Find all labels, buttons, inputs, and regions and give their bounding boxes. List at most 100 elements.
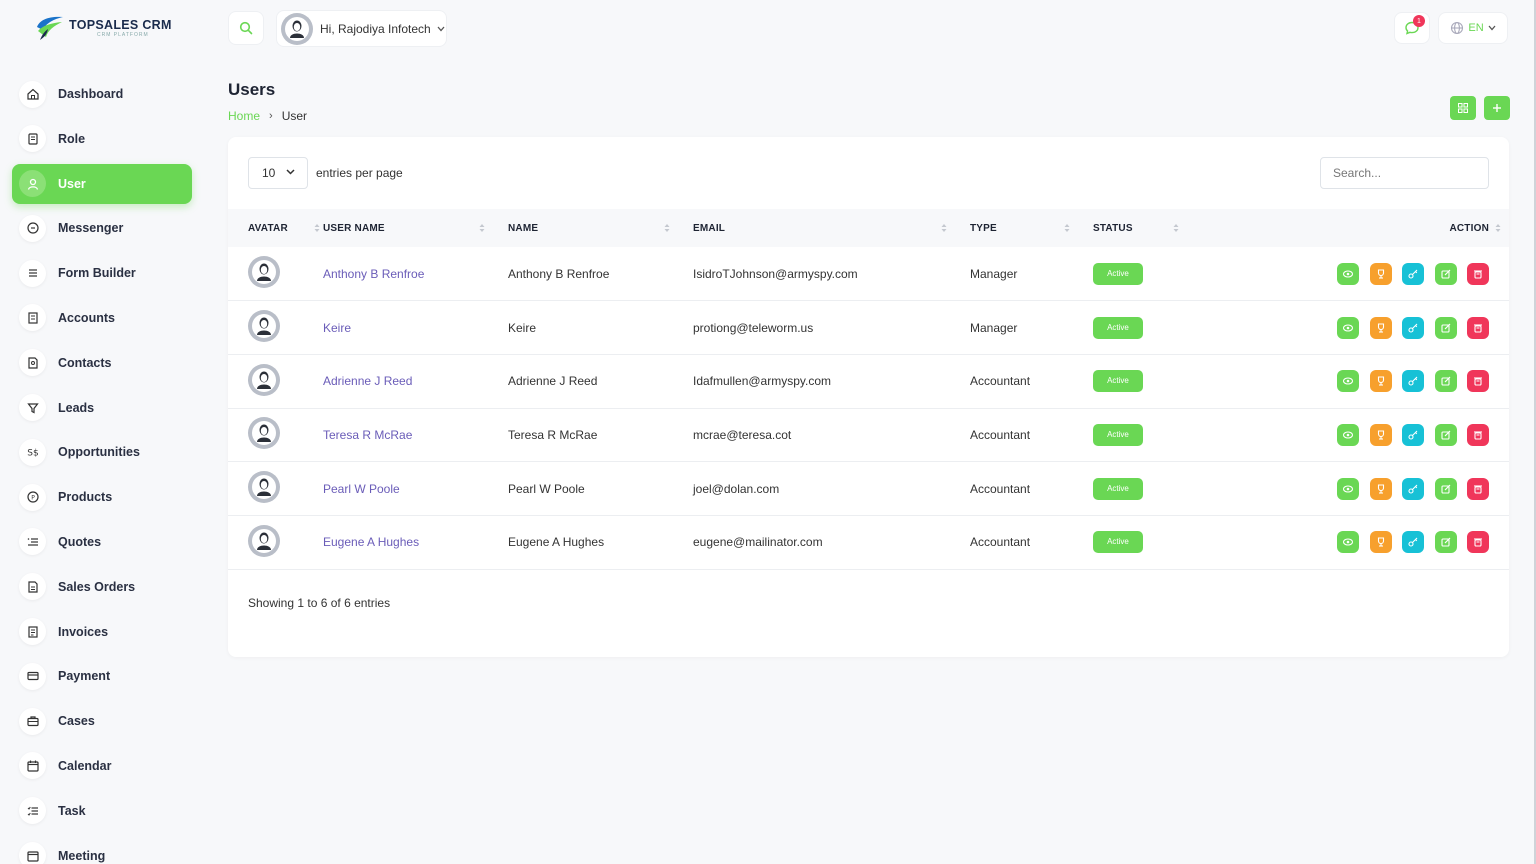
reset-password-button[interactable] <box>1402 531 1424 553</box>
users-table: AVATAR USER NAME NAME EMAIL TYPE STATUS … <box>228 209 1509 570</box>
avatar <box>248 525 280 557</box>
username-link[interactable]: Anthony B Renfroe <box>323 267 424 281</box>
status-badge: Active <box>1093 317 1143 339</box>
username-link[interactable]: Pearl W Poole <box>323 482 400 496</box>
sidebar-item-calendar[interactable]: Calendar <box>12 746 192 786</box>
sidebar-item-sales-orders[interactable]: Sales Orders <box>12 567 192 607</box>
username-link[interactable]: Adrienne J Reed <box>323 374 412 388</box>
reset-password-button[interactable] <box>1402 478 1424 500</box>
sidebar-item-dashboard[interactable]: Dashboard <box>12 74 192 114</box>
delete-user-button[interactable] <box>1467 531 1489 553</box>
reset-password-button[interactable] <box>1402 263 1424 285</box>
message-icon <box>19 215 46 242</box>
breadcrumb-home-link[interactable]: Home <box>228 109 260 123</box>
cell-email: protiong@teleworm.us <box>693 301 970 355</box>
reset-password-button[interactable] <box>1402 317 1424 339</box>
sidebar-item-task[interactable]: Task <box>12 791 192 831</box>
sidebar-item-label: Leads <box>58 401 94 415</box>
sidebar-item-label: Task <box>58 804 86 818</box>
sort-icon <box>479 223 485 233</box>
edit-user-button[interactable] <box>1435 263 1457 285</box>
column-header-email[interactable]: EMAIL <box>693 209 970 247</box>
table-search-input[interactable] <box>1320 157 1489 189</box>
key-icon <box>1407 322 1419 334</box>
sidebar-item-contacts[interactable]: Contacts <box>12 343 192 383</box>
edit-user-button[interactable] <box>1435 478 1457 500</box>
edit-user-button[interactable] <box>1435 531 1457 553</box>
username-link[interactable]: Keire <box>323 321 351 335</box>
view-user-button[interactable] <box>1337 370 1359 392</box>
sidebar-item-role[interactable]: Role <box>12 119 192 159</box>
trophy-icon <box>1375 375 1387 387</box>
header-search-button[interactable] <box>228 11 264 45</box>
edit-user-button[interactable] <box>1435 370 1457 392</box>
user-permission-button[interactable] <box>1370 317 1392 339</box>
trash-icon <box>1472 268 1484 280</box>
sidebar-item-products[interactable]: P Products <box>12 477 192 517</box>
trash-icon <box>1472 375 1484 387</box>
user-permission-button[interactable] <box>1370 531 1392 553</box>
sidebar-item-meeting[interactable]: Meeting <box>12 836 192 864</box>
view-user-button[interactable] <box>1337 263 1359 285</box>
view-user-button[interactable] <box>1337 424 1359 446</box>
reset-password-button[interactable] <box>1402 424 1424 446</box>
username-link[interactable]: Teresa R McRae <box>323 428 412 442</box>
cell-type: Accountant <box>970 354 1093 408</box>
column-header-username[interactable]: USER NAME <box>323 209 508 247</box>
sidebar-item-leads[interactable]: Leads <box>12 388 192 428</box>
language-selector[interactable]: EN <box>1438 12 1508 44</box>
sidebar-item-form-builder[interactable]: Form Builder <box>12 253 192 293</box>
trophy-icon <box>1375 322 1387 334</box>
user-menu-dropdown[interactable]: Hi, Rajodiya Infotech <box>276 10 447 47</box>
column-header-type[interactable]: TYPE <box>970 209 1093 247</box>
user-permission-button[interactable] <box>1370 478 1392 500</box>
user-greeting: Hi, Rajodiya Infotech <box>320 22 431 36</box>
cell-email: joel@dolan.com <box>693 462 970 516</box>
sidebar-item-opportunities[interactable]: S$ Opportunities <box>12 432 192 472</box>
column-header-action[interactable]: ACTION <box>1193 209 1509 247</box>
cell-avatar <box>228 408 323 462</box>
sidebar: TOPSALES CRM CRM PLATFORM Dashboard Role U… <box>0 0 205 864</box>
sidebar-item-payment[interactable]: Payment <box>12 656 192 696</box>
sidebar-item-quotes[interactable]: Quotes <box>12 522 192 562</box>
view-user-button[interactable] <box>1337 478 1359 500</box>
brand-logo[interactable]: TOPSALES CRM CRM PLATFORM <box>34 12 172 44</box>
view-user-button[interactable] <box>1337 317 1359 339</box>
cell-name: Teresa R McRae <box>508 408 693 462</box>
grid-view-button[interactable] <box>1450 96 1476 120</box>
username-link[interactable]: Eugene A Hughes <box>323 535 419 549</box>
sidebar-item-user[interactable]: User <box>12 164 192 204</box>
add-user-button[interactable] <box>1484 96 1510 120</box>
table-header-row: AVATAR USER NAME NAME EMAIL TYPE STATUS … <box>228 209 1509 247</box>
trash-icon <box>1472 483 1484 495</box>
sidebar-item-messenger[interactable]: Messenger <box>12 208 192 248</box>
sidebar-item-invoices[interactable]: Invoices <box>12 612 192 652</box>
delete-user-button[interactable] <box>1467 478 1489 500</box>
avatar <box>281 13 313 45</box>
column-header-name[interactable]: NAME <box>508 209 693 247</box>
user-permission-button[interactable] <box>1370 424 1392 446</box>
column-header-status[interactable]: STATUS <box>1093 209 1193 247</box>
entries-per-page-select[interactable]: 10 <box>248 157 308 189</box>
edit-icon <box>1440 429 1452 441</box>
cell-avatar <box>228 354 323 408</box>
user-permission-button[interactable] <box>1370 263 1392 285</box>
sidebar-item-accounts[interactable]: Accounts <box>12 298 192 338</box>
delete-user-button[interactable] <box>1467 263 1489 285</box>
sidebar-item-cases[interactable]: Cases <box>12 701 192 741</box>
view-user-button[interactable] <box>1337 531 1359 553</box>
edit-user-button[interactable] <box>1435 424 1457 446</box>
edit-icon <box>1440 375 1452 387</box>
table-row: Anthony B Renfroe Anthony B Renfroe Isidro… <box>228 247 1509 301</box>
delete-user-button[interactable] <box>1467 317 1489 339</box>
status-badge: Active <box>1093 263 1143 285</box>
delete-user-button[interactable] <box>1467 424 1489 446</box>
eye-icon <box>1342 322 1354 334</box>
cell-email: mcrae@teresa.cot <box>693 408 970 462</box>
column-header-avatar[interactable]: AVATAR <box>228 209 323 247</box>
user-permission-button[interactable] <box>1370 370 1392 392</box>
reset-password-button[interactable] <box>1402 370 1424 392</box>
delete-user-button[interactable] <box>1467 370 1489 392</box>
edit-user-button[interactable] <box>1435 317 1457 339</box>
notification-button[interactable]: 1 <box>1394 12 1430 44</box>
